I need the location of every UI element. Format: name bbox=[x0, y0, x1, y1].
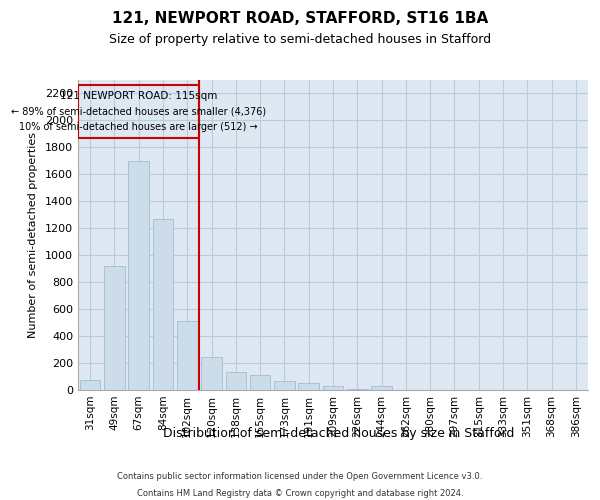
Bar bbox=[298, 382, 319, 390]
Bar bbox=[371, 386, 392, 390]
Bar bbox=[201, 357, 222, 390]
Text: 121 NEWPORT ROAD: 115sqm: 121 NEWPORT ROAD: 115sqm bbox=[60, 91, 217, 101]
Bar bbox=[323, 386, 343, 390]
Bar bbox=[177, 322, 197, 390]
Text: Contains HM Land Registry data © Crown copyright and database right 2024.: Contains HM Land Registry data © Crown c… bbox=[137, 488, 463, 498]
Text: Size of property relative to semi-detached houses in Stafford: Size of property relative to semi-detach… bbox=[109, 32, 491, 46]
Text: Contains public sector information licensed under the Open Government Licence v3: Contains public sector information licen… bbox=[118, 472, 482, 481]
Y-axis label: Number of semi-detached properties: Number of semi-detached properties bbox=[28, 132, 38, 338]
Text: 121, NEWPORT ROAD, STAFFORD, ST16 1BA: 121, NEWPORT ROAD, STAFFORD, ST16 1BA bbox=[112, 11, 488, 26]
Bar bbox=[274, 381, 295, 390]
Text: ← 89% of semi-detached houses are smaller (4,376): ← 89% of semi-detached houses are smalle… bbox=[11, 106, 266, 117]
Bar bbox=[104, 266, 125, 390]
Bar bbox=[128, 161, 149, 390]
Text: 10% of semi-detached houses are larger (512) →: 10% of semi-detached houses are larger (… bbox=[19, 122, 258, 132]
Bar bbox=[78, 86, 199, 138]
Bar bbox=[250, 375, 271, 390]
Bar bbox=[80, 380, 100, 390]
Bar bbox=[226, 372, 246, 390]
Text: Distribution of semi-detached houses by size in Stafford: Distribution of semi-detached houses by … bbox=[163, 428, 515, 440]
Bar bbox=[152, 219, 173, 390]
